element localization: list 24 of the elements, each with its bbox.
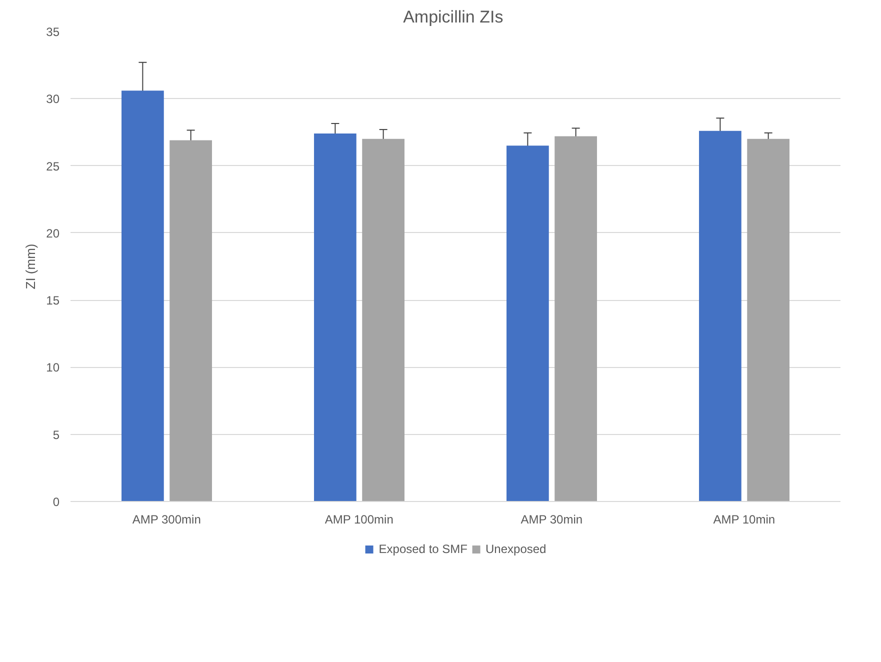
y-tick-label: 10 xyxy=(46,360,60,375)
x-tick-label: AMP 30min xyxy=(520,512,583,526)
bar xyxy=(122,90,164,502)
x-tick-label: AMP 10min xyxy=(713,512,776,526)
bar xyxy=(747,138,790,502)
y-tick-label: 30 xyxy=(46,92,60,106)
x-tick-label: AMP 100min xyxy=(324,512,394,526)
bar xyxy=(314,134,356,502)
x-tick-label: AMP 300min xyxy=(132,512,201,526)
legend-label: Exposed to SMF xyxy=(378,542,468,556)
legend-label: Unexposed xyxy=(486,542,546,556)
y-tick-label: 15 xyxy=(46,294,60,308)
bar xyxy=(699,130,742,502)
bar xyxy=(362,138,404,502)
y-tick-label: 20 xyxy=(46,226,60,240)
y-tick-label: 25 xyxy=(46,159,60,174)
chart-title: Ampicillin ZIs xyxy=(403,8,504,26)
bar xyxy=(170,140,212,502)
y-axis-title: ZI (mm) xyxy=(23,244,38,290)
bar xyxy=(554,136,597,502)
bar xyxy=(506,146,549,502)
y-tick-label: 0 xyxy=(52,495,60,509)
y-tick-label: 35 xyxy=(46,25,60,39)
y-tick-label: 5 xyxy=(52,428,60,442)
